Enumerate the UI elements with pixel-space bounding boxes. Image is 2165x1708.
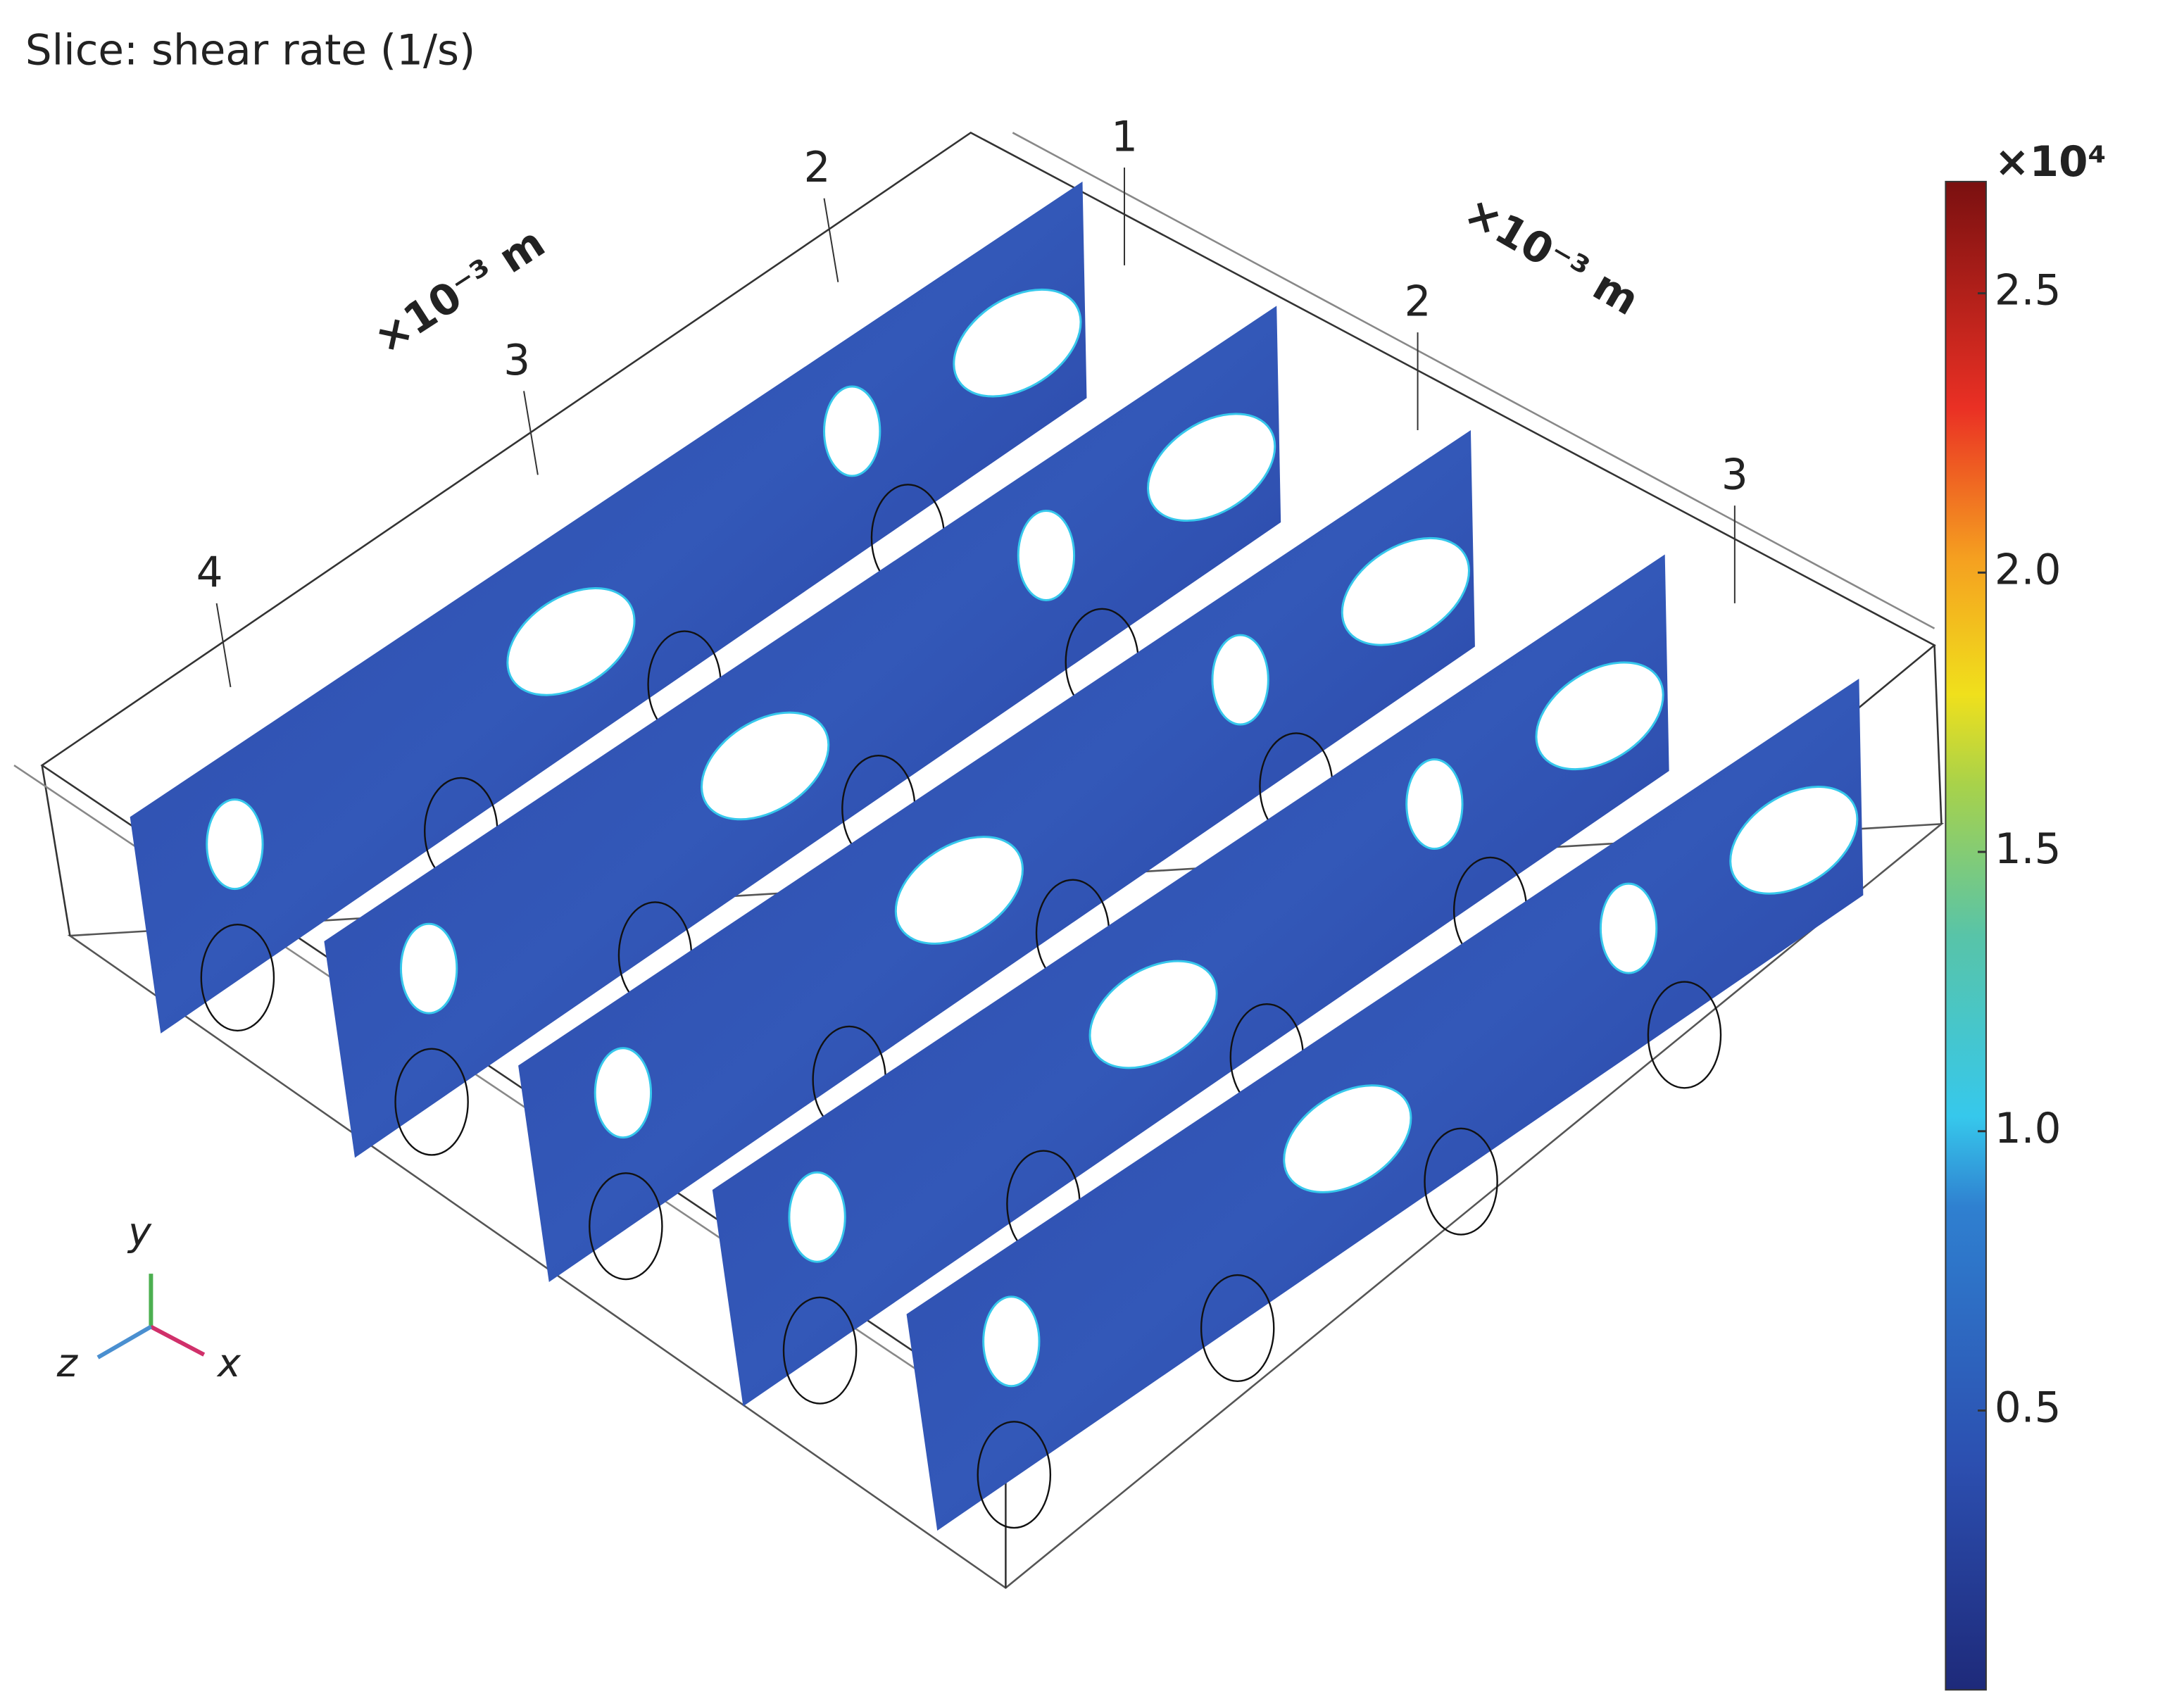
pore bbox=[1283, 1084, 1412, 1193]
axis-tick-label: 1 bbox=[1111, 113, 1138, 161]
slice bbox=[712, 554, 1669, 1407]
fiber-outline bbox=[589, 1172, 663, 1281]
slice bbox=[518, 429, 1475, 1282]
pore bbox=[788, 1171, 846, 1263]
pore bbox=[1405, 758, 1464, 850]
axis-tick bbox=[215, 603, 232, 688]
colorbar-multiplier: ×10⁴ bbox=[1995, 138, 2107, 187]
box-edge bbox=[41, 765, 71, 936]
colorbar: ×10⁴ 0.5 1.0 1.5 2.0 2.5 bbox=[1945, 138, 2107, 1691]
colorbar-tick-label: 0.5 bbox=[1995, 1384, 2062, 1433]
fiber-outline bbox=[1424, 1127, 1498, 1236]
axis-tick bbox=[523, 391, 539, 475]
pore bbox=[1341, 536, 1470, 646]
axis-tick-label: 2 bbox=[804, 144, 831, 192]
pore bbox=[206, 798, 264, 891]
axis-tick-label: 4 bbox=[196, 548, 223, 597]
triad-z bbox=[96, 1324, 152, 1360]
slice bbox=[130, 181, 1087, 1034]
pore bbox=[506, 587, 636, 696]
pore bbox=[1147, 413, 1276, 522]
colorbar-gradient bbox=[1945, 180, 1987, 1691]
pore bbox=[1535, 661, 1664, 771]
pore bbox=[1599, 882, 1658, 974]
axis-triad: y z x bbox=[56, 1210, 241, 1386]
box-edge bbox=[1933, 645, 1943, 824]
triad-label: z bbox=[56, 1340, 79, 1386]
plot-title: Slice: shear rate (1/s) bbox=[25, 26, 475, 75]
pore bbox=[594, 1047, 653, 1139]
slice bbox=[324, 306, 1281, 1158]
pore bbox=[399, 922, 458, 1015]
pore bbox=[894, 836, 1024, 945]
axis-unit: ×10⁻³ m bbox=[1456, 187, 1647, 325]
slices bbox=[130, 181, 1864, 1531]
pore bbox=[1088, 960, 1218, 1069]
fiber-outline bbox=[1647, 981, 1722, 1089]
box-edge bbox=[1012, 132, 1935, 629]
pore bbox=[701, 711, 830, 821]
pore bbox=[823, 385, 881, 477]
axis-tick bbox=[823, 198, 839, 282]
fiber-outline bbox=[394, 1048, 469, 1156]
pore bbox=[982, 1295, 1041, 1388]
fiber-outline bbox=[977, 1421, 1052, 1529]
fiber-outline bbox=[200, 923, 275, 1032]
colorbar-tick-label: 2.5 bbox=[1995, 267, 2062, 315]
axis-tick-label: 3 bbox=[1721, 451, 1748, 500]
triad-label: y bbox=[127, 1210, 152, 1255]
triad-x bbox=[150, 1324, 206, 1357]
triad-label: x bbox=[216, 1340, 241, 1386]
pore bbox=[1017, 510, 1076, 601]
pore bbox=[1729, 786, 1859, 895]
fiber-outline bbox=[782, 1296, 858, 1405]
slice bbox=[906, 679, 1864, 1531]
pore bbox=[953, 288, 1082, 398]
colorbar-tick-label: 2.0 bbox=[1995, 546, 2062, 594]
axis-tick-label: 3 bbox=[503, 337, 530, 385]
axis-tick-label: 2 bbox=[1405, 278, 1431, 327]
fiber-outline bbox=[1200, 1274, 1275, 1383]
colorbar-tick-label: 1.5 bbox=[1995, 825, 2062, 874]
colorbar-tick-label: 1.0 bbox=[1995, 1105, 2062, 1153]
pore bbox=[1211, 634, 1269, 726]
